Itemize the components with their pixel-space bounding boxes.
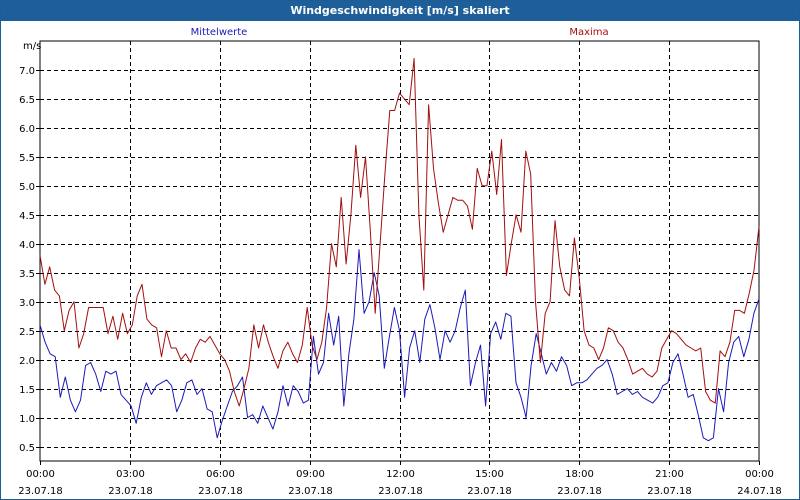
series-line-maxima xyxy=(39,57,760,407)
x-tick-date: 23.07.18 xyxy=(108,486,153,497)
y-tick-label: 1.5 xyxy=(19,385,35,396)
y-tick-label: 7.0 xyxy=(19,66,35,77)
y-axis-unit-label: m/s xyxy=(23,41,41,52)
x-tick-date: 23.07.18 xyxy=(647,486,692,497)
x-tick-date: 24.07.18 xyxy=(737,486,782,497)
x-tick-time: 06:00 xyxy=(206,469,235,480)
y-tick-label: 2.0 xyxy=(19,356,35,367)
y-tick-label: 0.5 xyxy=(19,443,35,454)
legend-mittelwerte: Mittelwerte xyxy=(191,27,248,38)
y-tick-label: 6.0 xyxy=(19,124,35,135)
x-tick-date: 23.07.18 xyxy=(557,486,602,497)
x-tick-time: 00:00 xyxy=(745,469,774,480)
legend-maxima: Maxima xyxy=(569,27,608,38)
y-tick-label: 6.5 xyxy=(19,95,35,106)
y-tick-label: 3.5 xyxy=(19,269,35,280)
x-tick-time: 15:00 xyxy=(475,469,504,480)
wind-speed-chart: 0.5 1.0 1.5 2.0 2.5 3.0 3.5 4.0 4.5 5.0 5.5 6.0 6.5 7… xyxy=(18,27,782,497)
y-tick-label: 4.0 xyxy=(19,240,35,251)
y-tick-label: 5.5 xyxy=(19,153,35,164)
x-tick-time: 03:00 xyxy=(116,469,145,480)
window-title: Windgeschwindigkeit [m/s] skaliert xyxy=(1,1,799,21)
x-tick-time: 12:00 xyxy=(386,469,415,480)
x-tick-time: 21:00 xyxy=(655,469,684,480)
x-tick-date: 23.07.18 xyxy=(378,486,423,497)
x-tick-date: 23.07.18 xyxy=(18,486,63,497)
x-tick-date: 23.07.18 xyxy=(467,486,512,497)
series-line-mittelwerte xyxy=(39,249,760,442)
plot-area xyxy=(39,40,760,462)
y-tick-label: 3.0 xyxy=(19,298,35,309)
y-tick-label: 1.0 xyxy=(19,414,35,425)
y-tick-label: 2.5 xyxy=(19,327,35,338)
x-tick-time: 09:00 xyxy=(296,469,325,480)
x-tick-time: 00:00 xyxy=(26,469,55,480)
x-tick-time: 18:00 xyxy=(565,469,594,480)
x-tick-date: 23.07.18 xyxy=(288,486,333,497)
y-tick-label: 5.0 xyxy=(19,182,35,193)
y-tick-label: 4.5 xyxy=(19,211,35,222)
x-tick-date: 23.07.18 xyxy=(198,486,243,497)
